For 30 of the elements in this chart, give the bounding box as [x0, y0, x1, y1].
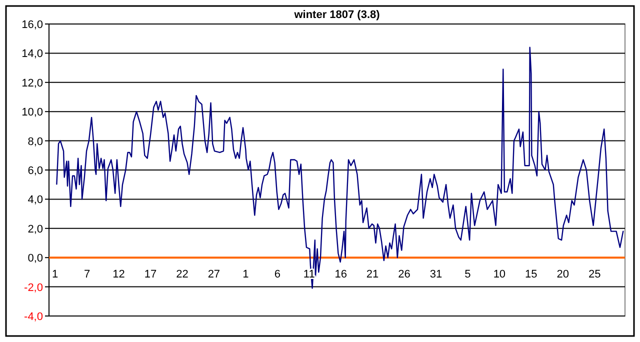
x-tick-label: 15: [525, 268, 538, 281]
x-tick-label: 5: [464, 268, 471, 281]
x-tick-label: 21: [366, 268, 379, 281]
x-tick-label: 22: [176, 268, 188, 281]
x-tick-label: 17: [144, 268, 157, 281]
x-tick-label: 26: [398, 268, 410, 281]
y-tick-label: 14,0: [22, 48, 43, 60]
y-tick-label: 6,0: [28, 165, 43, 177]
x-tick-label: 10: [493, 268, 506, 281]
x-tick-label: 7: [84, 268, 90, 281]
y-tick-label: 8,0: [28, 136, 43, 148]
x-tick-label: 16: [334, 268, 347, 281]
x-tick-label: 1: [242, 268, 249, 281]
x-tick-label: 20: [556, 268, 570, 281]
x-tick-label: 25: [588, 268, 601, 281]
line-series: [56, 46, 624, 289]
chart-title: winter 1807 (3.8): [293, 9, 380, 21]
x-tick-label: 1: [52, 268, 58, 281]
x-tick-label: 27: [208, 268, 220, 281]
y-tick-label: -2,0: [24, 282, 43, 294]
y-tick-label: -4,0: [24, 311, 43, 323]
y-tick-label: 16,0: [22, 19, 43, 31]
x-tick-label: 31: [430, 268, 442, 281]
y-tick-label: 12,0: [22, 77, 43, 90]
y-tick-label: 4,0: [28, 194, 43, 206]
y-tick-label: 2,0: [28, 223, 43, 236]
y-tick-label: 10,0: [22, 106, 43, 119]
x-tick-label: 6: [274, 268, 280, 281]
y-tick-label: 0,0: [28, 252, 43, 265]
x-tick-label: 12: [112, 268, 125, 281]
